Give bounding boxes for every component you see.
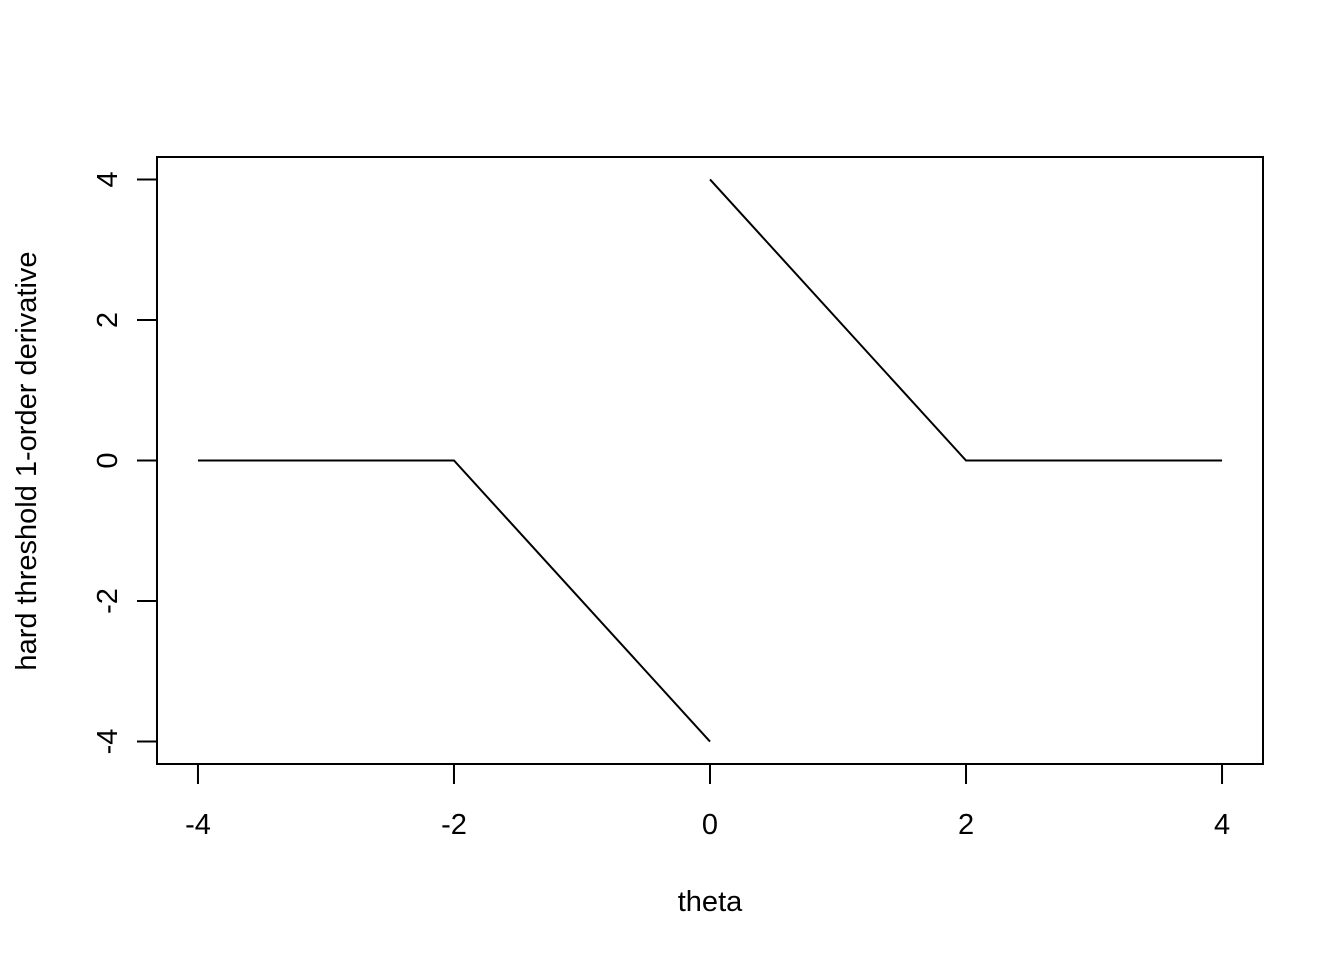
series-layer xyxy=(197,178,1223,743)
series-line xyxy=(197,459,711,743)
x-tick-label: -4 xyxy=(185,809,211,841)
y-axis: -4 -2 0 2 4 xyxy=(92,171,158,755)
series-line xyxy=(709,178,1223,462)
y-tick-label: -2 xyxy=(92,588,124,614)
x-axis: -4 -2 0 2 4 xyxy=(185,763,1230,841)
y-axis-label: hard threshold 1-order derivative xyxy=(11,251,43,670)
y-tick-label: 4 xyxy=(92,171,124,187)
x-tick-label: 4 xyxy=(1214,809,1230,841)
x-axis-label: theta xyxy=(678,886,743,918)
x-tick-label: 0 xyxy=(702,809,718,841)
y-tick-label: 2 xyxy=(92,312,124,328)
y-tick-label: -4 xyxy=(92,729,124,755)
x-tick-label: 2 xyxy=(958,809,974,841)
y-tick-label: 0 xyxy=(92,452,124,468)
x-tick-label: -2 xyxy=(441,809,467,841)
